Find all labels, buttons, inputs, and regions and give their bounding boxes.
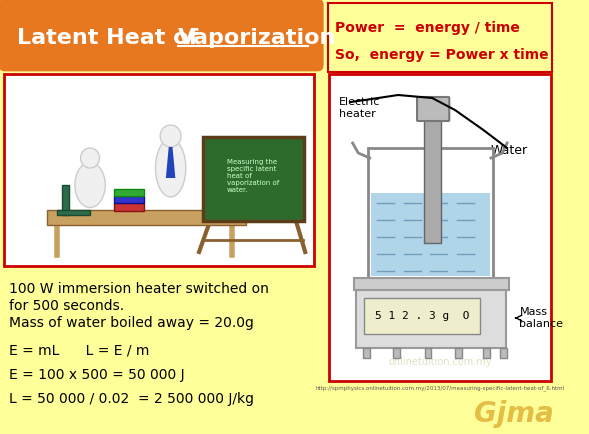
FancyBboxPatch shape (203, 137, 305, 221)
FancyBboxPatch shape (62, 185, 69, 215)
Text: Mass
balance: Mass balance (519, 307, 564, 329)
Text: L = 50 000 / 0.02  = 2 500 000 J/kg: L = 50 000 / 0.02 = 2 500 000 J/kg (9, 392, 254, 406)
FancyBboxPatch shape (4, 74, 314, 266)
Text: http://spmphysics.onlinetuition.com.my/2013/07/measuring-specific-latent-heat-of: http://spmphysics.onlinetuition.com.my/2… (315, 385, 564, 391)
FancyBboxPatch shape (114, 196, 144, 203)
FancyBboxPatch shape (363, 348, 370, 358)
Text: 100 W immersion heater switched on: 100 W immersion heater switched on (9, 282, 269, 296)
FancyBboxPatch shape (356, 290, 506, 348)
FancyBboxPatch shape (329, 74, 551, 381)
FancyBboxPatch shape (328, 3, 552, 72)
Ellipse shape (155, 139, 186, 197)
Ellipse shape (160, 125, 181, 147)
Text: Gjma: Gjma (474, 400, 554, 428)
FancyBboxPatch shape (455, 348, 462, 358)
Ellipse shape (81, 148, 100, 168)
Text: E = mL      L = E / m: E = mL L = E / m (9, 344, 150, 358)
Text: Water: Water (491, 144, 528, 157)
FancyBboxPatch shape (57, 210, 90, 215)
FancyBboxPatch shape (114, 203, 144, 211)
Text: E = 100 x 500 = 50 000 J: E = 100 x 500 = 50 000 J (9, 368, 185, 382)
FancyBboxPatch shape (114, 189, 144, 196)
Text: for 500 seconds.: for 500 seconds. (9, 299, 125, 313)
Ellipse shape (75, 162, 105, 207)
Text: Electric
heater: Electric heater (339, 97, 380, 118)
Text: Power  =  energy / time: Power = energy / time (335, 21, 519, 35)
FancyBboxPatch shape (417, 97, 449, 121)
FancyBboxPatch shape (353, 278, 509, 290)
FancyBboxPatch shape (393, 348, 400, 358)
Text: So,  energy = Power x time: So, energy = Power x time (335, 48, 548, 62)
FancyBboxPatch shape (47, 210, 246, 225)
FancyBboxPatch shape (364, 298, 479, 334)
FancyBboxPatch shape (425, 348, 431, 358)
FancyBboxPatch shape (423, 118, 441, 243)
FancyBboxPatch shape (501, 348, 507, 358)
Text: Vaporization: Vaporization (178, 28, 336, 48)
Text: 5 1 2 . 3 g  O: 5 1 2 . 3 g O (375, 311, 469, 321)
Polygon shape (166, 147, 176, 178)
Text: Latent Heat of: Latent Heat of (17, 28, 206, 48)
FancyBboxPatch shape (0, 0, 322, 70)
Text: Mass of water boiled away = 20.0g: Mass of water boiled away = 20.0g (9, 316, 254, 330)
Text: onlinetuition.com.my: onlinetuition.com.my (388, 357, 492, 367)
FancyBboxPatch shape (370, 193, 490, 276)
Text: Measuring the
specific latent
heat of
vaporization of
water.: Measuring the specific latent heat of va… (227, 159, 279, 193)
FancyBboxPatch shape (484, 348, 490, 358)
